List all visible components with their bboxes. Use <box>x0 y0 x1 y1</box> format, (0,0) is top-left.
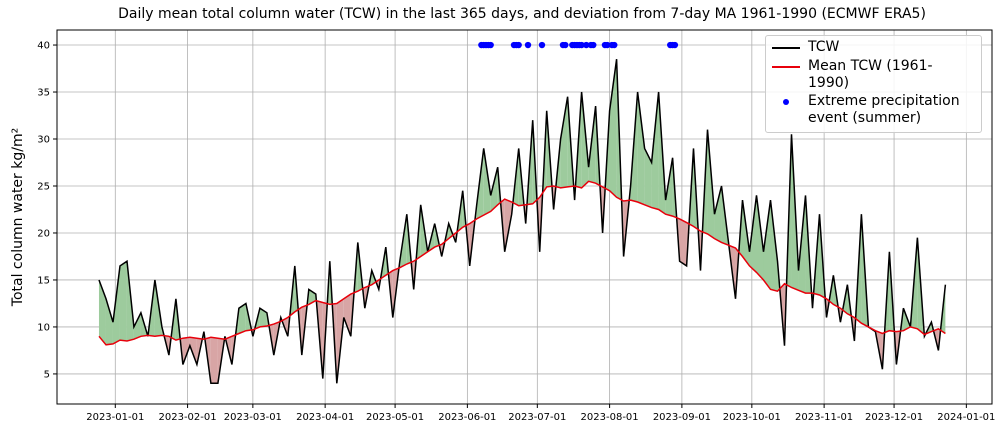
event-marker <box>671 41 679 49</box>
legend-entry: TCW <box>766 39 981 57</box>
event-marker <box>538 41 546 49</box>
legend-symbol <box>772 58 800 76</box>
x-tick-label: 2024-01-01 <box>937 412 995 423</box>
x-tick-label: 2023-09-01 <box>653 412 711 423</box>
chart-title: Daily mean total column water (TCW) in t… <box>118 6 926 22</box>
event-marker <box>611 41 618 49</box>
x-tick-label: 2023-08-01 <box>581 412 639 423</box>
deviation-fill <box>763 200 771 290</box>
y-axis-label: Total column water kg/m² <box>10 128 26 307</box>
deviation-fill <box>756 195 764 280</box>
x-tick-label: 2023-05-01 <box>366 412 424 423</box>
y-tick-label: 25 <box>37 181 50 192</box>
legend-symbol <box>772 93 800 111</box>
plot-frame <box>56 29 993 405</box>
x-tick-label: 2023-07-01 <box>508 412 566 423</box>
legend-swatch <box>772 47 800 49</box>
series-line <box>98 180 946 346</box>
y-tick-label: 10 <box>37 322 50 333</box>
deviation-fill <box>133 312 141 340</box>
deviation-fill <box>490 167 498 212</box>
x-tick-label: 2023-03-01 <box>224 412 282 423</box>
legend-label: Mean TCW (1961-1990) <box>808 58 933 91</box>
legend-entry: Mean TCW (1961-1990) <box>766 58 981 92</box>
y-tick-label: 35 <box>37 88 50 99</box>
deviation-fill <box>560 96 568 188</box>
legend-label: TCW <box>808 39 840 55</box>
y-tick-label: 20 <box>37 228 50 239</box>
deviation-fill <box>210 337 218 384</box>
x-tick-label: 2023-01-01 <box>86 412 144 423</box>
x-tick-label: 2023-02-01 <box>159 412 217 423</box>
deviation-fill <box>609 59 617 198</box>
x-tick-label: 2023-06-01 <box>438 412 496 423</box>
legend-swatch <box>772 66 800 68</box>
deviation-fill <box>679 218 687 266</box>
legend-entry: Extreme precipitation event (summer) <box>766 93 981 127</box>
x-tick-label: 2023-10-01 <box>723 412 781 423</box>
event-marker <box>487 41 494 49</box>
deviation-fill <box>651 92 659 210</box>
series-line <box>98 58 947 385</box>
deviation-fill <box>238 303 246 334</box>
deviation-fill <box>119 261 127 342</box>
event-marker <box>578 41 585 49</box>
deviation-fill <box>105 298 113 345</box>
x-tick-label: 2023-12-01 <box>865 412 923 423</box>
event-marker <box>562 41 569 49</box>
deviation-fill <box>98 279 106 345</box>
deviation-fill <box>343 294 351 337</box>
x-tick-label: 2023-11-01 <box>795 412 853 423</box>
legend-swatch <box>783 99 789 105</box>
legend-label: Extreme precipitation event (summer) <box>808 93 960 126</box>
event-marker <box>590 41 597 49</box>
deviation-fill <box>770 200 778 292</box>
event-marker <box>583 41 590 49</box>
event-marker <box>515 41 522 49</box>
deviation-fill <box>637 92 645 205</box>
y-tick-label: 30 <box>37 135 50 146</box>
deviation-fill <box>714 185 722 243</box>
y-tick-label: 40 <box>37 41 50 52</box>
y-tick-label: 15 <box>37 275 50 286</box>
deviation-fill <box>259 308 267 327</box>
grid <box>57 30 992 404</box>
event-marker <box>604 41 611 49</box>
legend: TCW Mean TCW (1961-1990) Extreme precipita… <box>765 35 982 133</box>
y-tick-label: 5 <box>44 369 50 380</box>
x-tick-label: 2023-04-01 <box>296 412 354 423</box>
lines <box>98 41 947 385</box>
deviation-fill <box>644 148 652 208</box>
event-marker <box>524 41 532 49</box>
legend-symbol <box>772 39 800 57</box>
